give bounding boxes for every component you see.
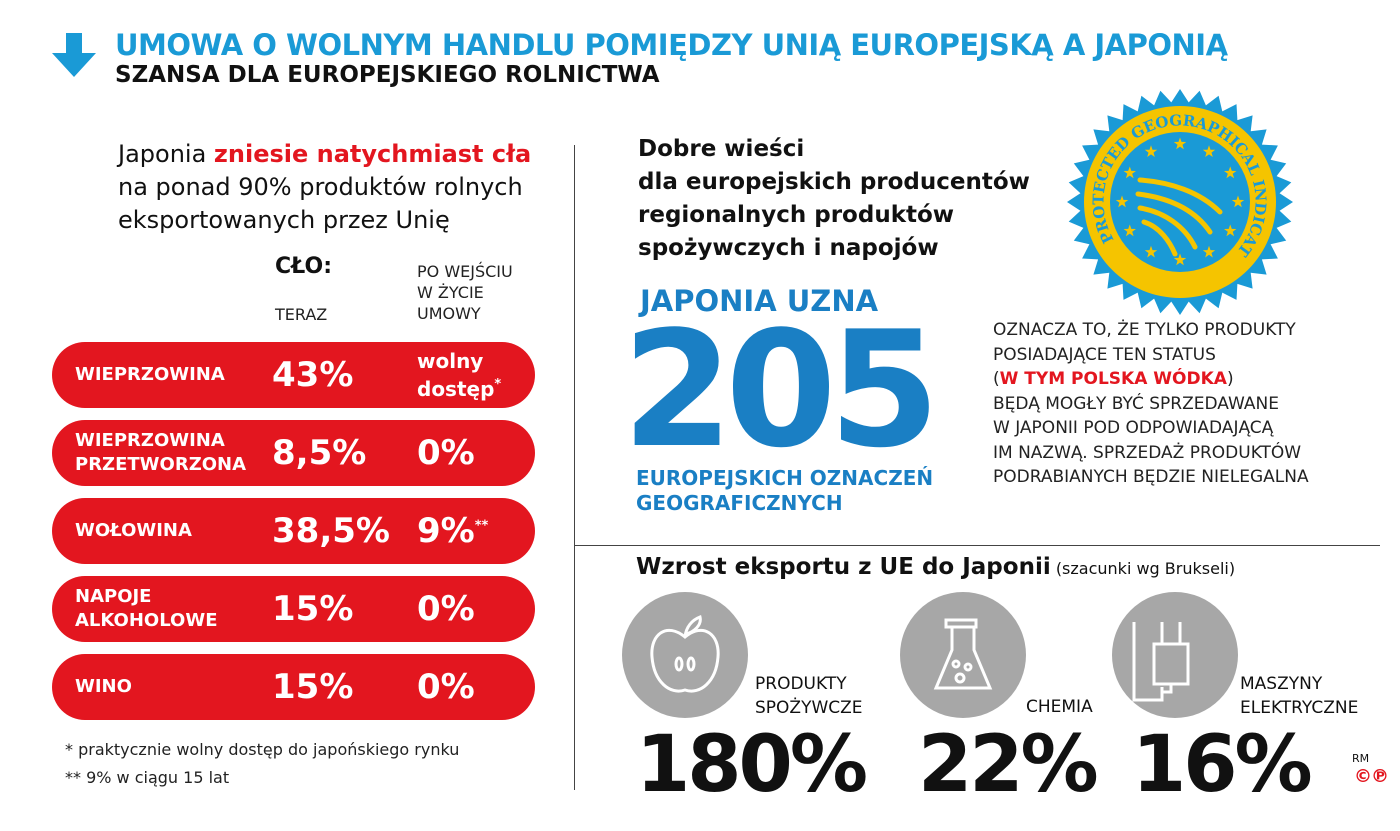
product-label: WOŁOWINA (75, 520, 192, 541)
star-icon (1123, 166, 1136, 179)
exports-title: Wzrost eksportu z UE do Japonii (szacunk… (636, 554, 1236, 580)
gi-description: OZNACZA TO, ŻE TYLKO PRODUKTY POSIADAJĄCE… (993, 320, 1309, 487)
duty-after: 0% (417, 433, 475, 473)
value-electrical: 16% (1132, 720, 1313, 810)
gi-caption: EUROPEJSKICH OZNACZEŃ GEOGRAFICZNYCH (636, 466, 934, 515)
duty-heading: CŁO: (275, 254, 332, 279)
author-initials: RM (1352, 752, 1370, 765)
duty-after: 0% (417, 667, 475, 707)
category-food: PRODUKTY SPOŻYWCZE (755, 674, 863, 718)
col-now: TERAZ (275, 305, 328, 324)
star-icon (1173, 137, 1187, 150)
col-after: PO WEJŚCIU W ŻYCIE UMOWY (417, 262, 513, 323)
flask-icon (900, 592, 1026, 718)
product-label: WINO (75, 676, 132, 697)
value-chemistry: 22% (918, 720, 1099, 810)
duty-row: WIEPRZOWINA PRZETWORZONA 8,5% 0% (52, 420, 535, 486)
pgi-seal-logo: PROTECTED GEOGRAPHICAL INDICATION (1067, 89, 1293, 315)
duty-now: 43% (272, 355, 354, 395)
category-electrical: MASZYNY ELEKTRYCZNE (1240, 674, 1359, 718)
duty-row: NAPOJE ALKOHOLOWE 15% 0% (52, 576, 535, 642)
star-icon (1231, 195, 1245, 208)
star-icon (1224, 166, 1237, 179)
star-icon (1144, 245, 1158, 258)
recognize-label: JAPONIA UZNA (640, 284, 879, 318)
star-icon (1173, 253, 1187, 266)
apple-icon (622, 592, 748, 718)
duty-row: WINO 15% 0% (52, 654, 535, 720)
page-subtitle: SZANSA DLA EUROPEJSKIEGO ROLNICTWA (115, 62, 660, 88)
duty-now: 8,5% (272, 433, 367, 473)
star-icon (1115, 195, 1129, 208)
category-chemistry: CHEMIA (1026, 697, 1093, 717)
star-icon (1202, 245, 1216, 258)
plug-icon (1112, 592, 1238, 718)
duty-after: wolny dostęp* (417, 349, 502, 401)
duty-now: 15% (272, 589, 354, 629)
product-label: WIEPRZOWINA PRZETWORZONA (75, 430, 247, 475)
duty-row: WOŁOWINA 38,5% 9%** (52, 498, 535, 564)
duty-after: 0% (417, 589, 475, 629)
product-label: WIEPRZOWINA (75, 364, 225, 385)
product-label: NAPOJE ALKOHOLOWE (75, 586, 218, 631)
footnote-2: ** 9% w ciągu 15 lat (65, 768, 230, 787)
duty-row: WIEPRZOWINA 43% wolny dostęp* (52, 342, 535, 408)
star-icon (1144, 145, 1158, 157)
gi-count: 205 (622, 296, 940, 483)
footnote-1: * praktycznie wolny dostęp do japońskieg… (65, 740, 460, 759)
star-icon (1123, 224, 1136, 237)
star-icon (1224, 224, 1237, 237)
intro-text: Japonia zniesie natychmiast cła na ponad… (118, 140, 532, 234)
divider-vertical (574, 145, 575, 790)
arrow-down-icon (52, 33, 96, 77)
good-news: Dobre wieści dla europejskich producentów… (638, 136, 1030, 261)
page-title: UMOWA O WOLNYM HANDLU POMIĘDZY UNIĄ EURO… (115, 28, 1228, 62)
duty-now: 15% (272, 667, 354, 707)
duty-now: 38,5% (272, 511, 390, 551)
star-icon (1202, 145, 1216, 157)
divider-horizontal (574, 545, 1380, 546)
copyright-symbols: ©℗ (1354, 766, 1389, 787)
duty-after: 9%** (417, 511, 489, 551)
value-food: 180% (636, 720, 868, 810)
